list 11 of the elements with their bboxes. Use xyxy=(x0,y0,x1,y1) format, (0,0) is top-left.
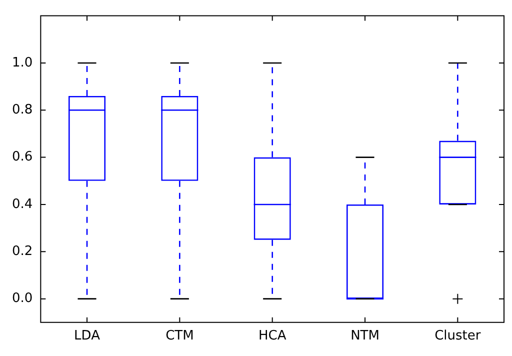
y-tick-label: 0.4 xyxy=(12,196,33,212)
y-tick-label: 0.8 xyxy=(12,102,33,118)
y-tick-label: 1.0 xyxy=(12,55,33,70)
x-tick-label: LDA xyxy=(74,328,100,344)
y-tick-label: 0.2 xyxy=(12,244,33,260)
x-tick-label: CTM xyxy=(166,328,194,344)
x-tick-label: Cluster xyxy=(434,328,482,344)
y-tick-label: 0.0 xyxy=(12,291,33,306)
x-tick-label: HCA xyxy=(258,328,286,344)
x-tick-label: NTM xyxy=(350,328,380,344)
y-tick-label: 0.6 xyxy=(12,150,33,165)
